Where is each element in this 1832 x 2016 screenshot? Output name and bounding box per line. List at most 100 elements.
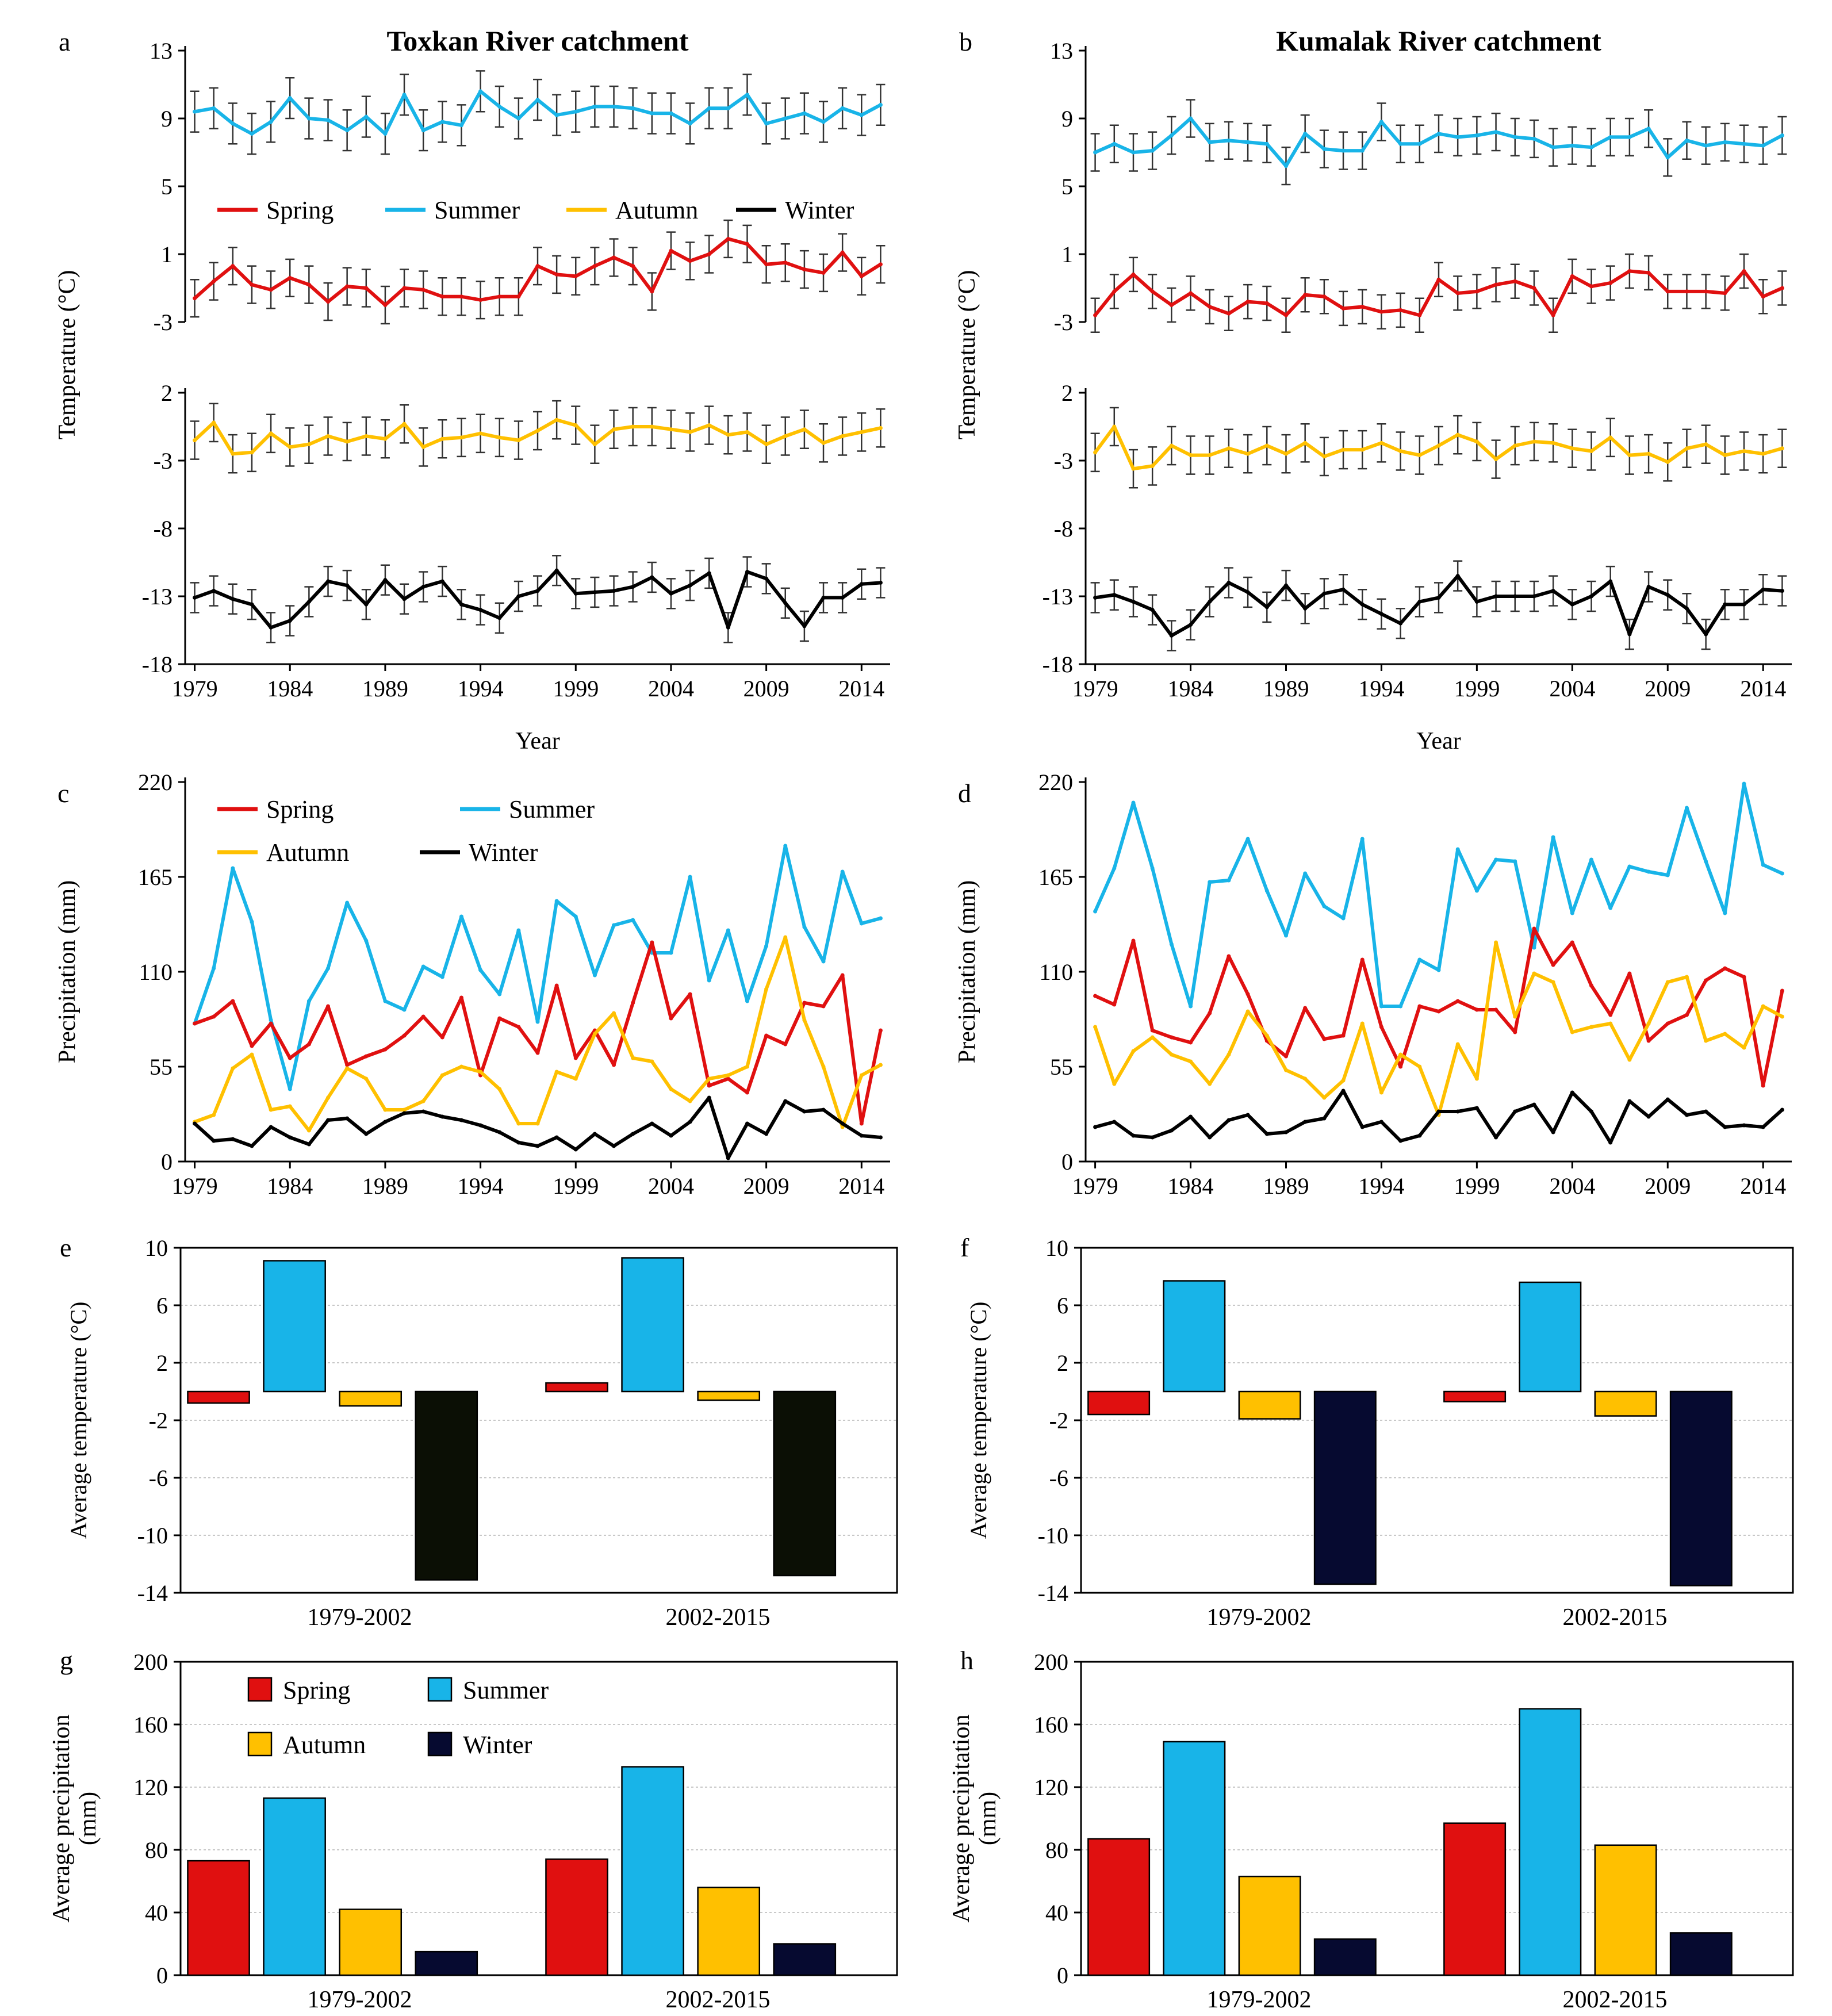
data-point xyxy=(1723,966,1727,971)
y-tick-label: -3 xyxy=(154,448,173,474)
data-point xyxy=(1570,602,1574,607)
data-point xyxy=(326,300,331,304)
data-point xyxy=(1131,800,1136,805)
data-point xyxy=(1627,1099,1632,1103)
data-point xyxy=(1112,1082,1117,1086)
data-point xyxy=(1417,141,1422,146)
data-point xyxy=(516,1140,521,1145)
data-point xyxy=(1780,589,1784,593)
data-point xyxy=(1150,148,1155,153)
data-point xyxy=(1665,1021,1670,1026)
data-point xyxy=(306,999,311,1003)
x-tick-label: 2009 xyxy=(743,1173,789,1199)
data-point xyxy=(1532,1102,1536,1107)
data-point xyxy=(231,999,235,1003)
panel-e: e 10 6 2 -2 -6 -10 -14 1979-2002 2002-2015 Average… xyxy=(60,1233,898,1631)
data-point xyxy=(1131,599,1136,604)
data-point xyxy=(250,919,254,924)
panel-b: b Kumalak River catchment 13 9 5 1 -3 2 -3 -8 -13 -… xyxy=(954,25,1792,754)
data-point xyxy=(783,260,788,265)
data-point xyxy=(1474,888,1479,893)
data-point xyxy=(764,576,769,581)
data-point xyxy=(1608,906,1613,910)
data-point xyxy=(1684,289,1689,294)
x-tick-label: 1984 xyxy=(1168,1173,1214,1199)
x-tick-label: 2014 xyxy=(1740,1173,1786,1199)
data-point xyxy=(1227,311,1231,316)
data-point xyxy=(306,116,311,121)
data-point xyxy=(1360,957,1365,962)
data-point xyxy=(1589,284,1594,289)
data-point xyxy=(1608,435,1613,440)
data-point xyxy=(1379,120,1383,124)
y-tick-label: -10 xyxy=(137,1523,168,1549)
y-tick-label: 110 xyxy=(139,959,173,985)
y-tick-label: 0 xyxy=(161,1149,173,1175)
data-point xyxy=(459,995,463,1000)
data-point xyxy=(1322,1037,1327,1041)
data-point xyxy=(1589,983,1594,988)
bar-summer xyxy=(1519,1708,1582,1976)
data-point xyxy=(726,236,730,241)
panel-letter: e xyxy=(60,1233,71,1262)
x-tick-label: 1999 xyxy=(1454,676,1500,702)
series-line xyxy=(193,1096,881,1160)
data-point xyxy=(650,575,654,580)
data-point xyxy=(1723,453,1727,458)
data-point xyxy=(745,999,749,1003)
data-point xyxy=(688,430,692,434)
data-point xyxy=(1169,633,1174,638)
series-autumn xyxy=(1093,940,1784,1117)
data-point xyxy=(1398,1052,1403,1057)
data-point xyxy=(1532,926,1536,931)
data-point xyxy=(535,589,540,593)
data-point xyxy=(1723,140,1727,144)
data-point xyxy=(1608,579,1613,584)
data-point xyxy=(1513,1109,1517,1114)
bar-autumn xyxy=(1238,1390,1301,1420)
data-point xyxy=(669,427,673,432)
data-point xyxy=(1283,1068,1288,1072)
data-point xyxy=(1264,1033,1269,1038)
data-point xyxy=(745,1064,749,1069)
data-point xyxy=(745,1121,749,1126)
y-tick-label: 110 xyxy=(1039,959,1073,985)
data-point xyxy=(1169,133,1174,137)
data-point xyxy=(402,93,407,97)
data-point xyxy=(802,624,807,628)
data-point xyxy=(1341,1089,1346,1093)
data-point xyxy=(1417,599,1422,604)
data-point xyxy=(1283,451,1288,456)
y-tick-label: -18 xyxy=(142,651,173,677)
y-tick-label: -2 xyxy=(149,1408,168,1434)
data-point xyxy=(1665,980,1670,984)
data-point xyxy=(1608,1140,1613,1145)
data-point xyxy=(326,1004,331,1009)
data-point xyxy=(1303,871,1308,876)
x-tick-label: 1984 xyxy=(1168,676,1214,702)
data-point xyxy=(1494,857,1498,862)
x-tick-label: 2014 xyxy=(1740,676,1786,702)
data-point xyxy=(535,1051,540,1055)
legend-label: Summer xyxy=(509,795,595,823)
panel-letter: f xyxy=(960,1233,969,1262)
data-point xyxy=(859,113,864,117)
data-point xyxy=(1379,309,1383,314)
data-point xyxy=(707,252,711,256)
data-point xyxy=(1513,443,1517,448)
data-point xyxy=(592,1132,597,1136)
series-spring xyxy=(1090,253,1787,333)
data-point xyxy=(250,1044,254,1048)
data-point xyxy=(1742,1045,1746,1050)
data-point xyxy=(573,274,578,278)
panel-letter: d xyxy=(958,779,971,808)
series-winter xyxy=(190,554,886,643)
data-point xyxy=(1646,451,1651,456)
data-point xyxy=(516,928,521,933)
data-point xyxy=(650,1121,654,1126)
data-point xyxy=(1742,781,1746,786)
y-tick-label: -3 xyxy=(154,309,173,335)
data-point xyxy=(1494,1135,1498,1140)
bar-autumn xyxy=(1594,1844,1657,1976)
data-point xyxy=(1646,1114,1651,1119)
